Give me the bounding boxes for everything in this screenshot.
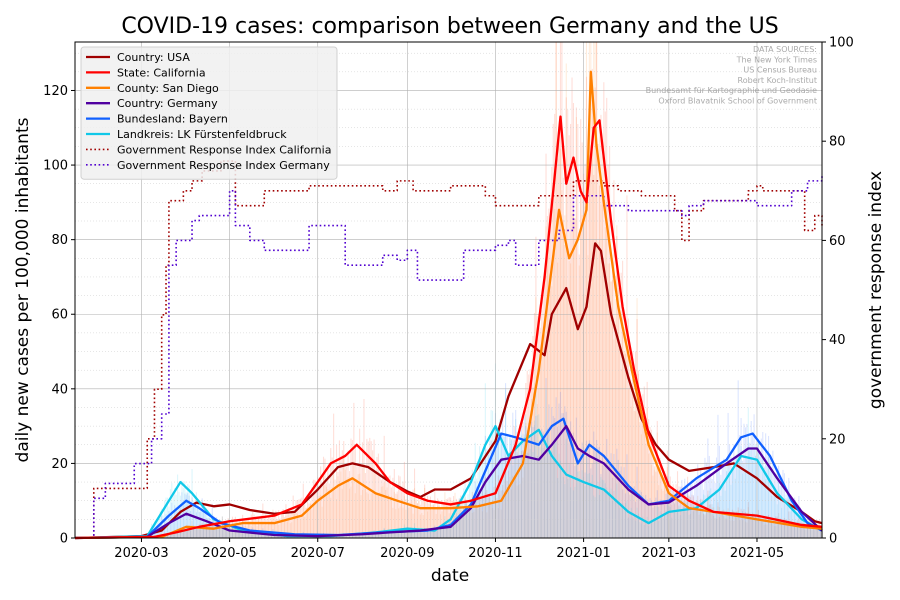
source-line: Robert Koch-Institut [738, 76, 817, 85]
legend-box [80, 46, 338, 180]
sources-header: DATA SOURCES: [753, 45, 817, 54]
legend-label: Country: USA [117, 51, 190, 64]
source-line: Bundesamt für Kartographie und Geodasie [646, 86, 817, 95]
legend: Country: USA State: California County: San… [80, 46, 338, 180]
legend-label: Government Response Index California [117, 143, 331, 156]
series-line-2 [74, 70, 823, 540]
legend-label: Country: Germany [117, 97, 218, 110]
y-right-axis-label: government response index [866, 171, 886, 409]
x-axis-label: date [431, 566, 469, 586]
legend-label: Landkreis: LK Fürstenfeldbruck [117, 128, 287, 141]
x-tick-label: 2020-11 [468, 546, 522, 561]
y-tick-label: 80 [51, 233, 68, 248]
x-tick-label: 2020-07 [291, 546, 345, 561]
x-tick-label: 2021-01 [556, 546, 610, 561]
x-tick-label: 2020-03 [114, 546, 168, 561]
x-axis-ticks: 2020-03 2020-05 2020-07 2020-09 2020-11 2021-… [114, 538, 784, 561]
x-tick-label: 2020-05 [202, 546, 256, 561]
x-tick-label: 2021-03 [642, 546, 696, 561]
y-tick-label: 0 [60, 532, 68, 547]
y-right-tick-label: 60 [829, 234, 846, 249]
series-lines [74, 70, 823, 540]
x-tick-label: 2021-05 [730, 546, 784, 561]
y-tick-label: 120 [43, 84, 68, 99]
y-right-tick-label: 80 [829, 135, 846, 150]
y-right-tick-label: 100 [829, 36, 854, 51]
source-line: US Census Bureau [743, 66, 817, 75]
source-line: Oxford Blavatnik School of Government [658, 97, 817, 106]
data-sources: DATA SOURCES:The New York Times US Census… [646, 45, 817, 106]
y-right-axis-ticks: 0 20 40 60 80 100 [822, 36, 854, 547]
y-right-tick-label: 0 [829, 532, 837, 547]
legend-label: State: California [117, 66, 206, 79]
legend-label: County: San Diego [117, 82, 219, 95]
y-tick-label: 60 [51, 308, 68, 323]
chart-title: COVID-19 cases: comparison between Germa… [121, 14, 778, 39]
y-axis-label: daily new cases per 100,000 inhabitants [13, 117, 33, 462]
y-axis-ticks: 0 20 40 60 80 100 120 [43, 84, 75, 547]
source-line: The New York Times [736, 55, 817, 64]
series-line-3 [74, 424, 823, 540]
legend-label: Bundesland: Bayern [117, 113, 228, 126]
y-right-tick-label: 20 [829, 432, 846, 447]
y-tick-label: 40 [51, 382, 68, 397]
y-right-tick-label: 40 [829, 333, 846, 348]
legend-label: Government Response Index Germany [117, 159, 330, 172]
series-line-0 [74, 242, 823, 540]
series-line-1 [74, 115, 823, 540]
y-tick-label: 100 [43, 159, 68, 174]
plot-frame [74, 41, 823, 539]
x-tick-label: 2020-09 [380, 546, 434, 561]
y-tick-label: 20 [51, 457, 68, 472]
